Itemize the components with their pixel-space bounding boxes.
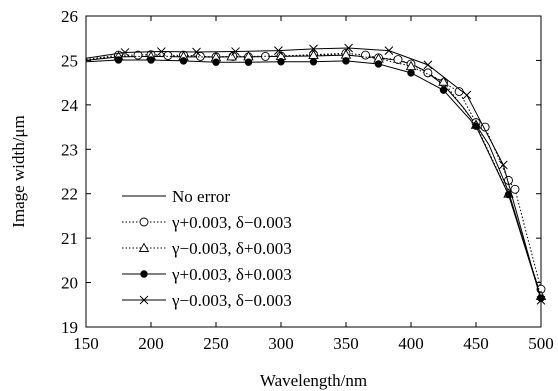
data-point-stroke: [498, 160, 508, 170]
data-point-stroke: [536, 295, 546, 305]
data-point: [309, 58, 318, 66]
series-line: [85, 47, 542, 301]
data-point-stroke: [139, 295, 149, 305]
legend-entry: No error: [122, 187, 230, 206]
data-point: [147, 56, 155, 64]
data-point: [140, 270, 148, 278]
x-tick-label: 150: [73, 334, 99, 353]
legend: No error γ+0.003, δ−0.003 γ−0.003, δ+0.003…: [122, 187, 292, 310]
data-point-stroke: [384, 46, 394, 56]
data-point-stroke: [423, 60, 433, 70]
data-point: [212, 58, 220, 66]
data-point: [407, 69, 415, 77]
legend-label: γ+0.003, δ+0.003: [171, 265, 292, 284]
data-point: [179, 57, 188, 65]
legend-entry: γ+0.003, δ−0.003: [122, 213, 292, 232]
y-tick-label: 22: [61, 185, 78, 204]
x-axis-title: Wavelength/nm: [260, 371, 367, 390]
y-axis-title: Image width/μm: [9, 115, 28, 228]
data-point-stroke: [192, 47, 201, 57]
data-point: [226, 51, 237, 61]
data-point-stroke: [157, 47, 166, 56]
legend-label: No error: [172, 187, 230, 206]
x-tick-label: 300: [268, 334, 294, 353]
legend-entry: γ−0.003, δ−0.003: [122, 291, 292, 310]
data-point: [133, 50, 143, 60]
y-tick-label: 20: [61, 274, 78, 293]
x-tick-label: 400: [398, 334, 424, 353]
data-point-stroke: [231, 47, 240, 56]
legend-label: γ−0.003, δ+0.003: [171, 239, 292, 258]
data-point: [309, 44, 318, 54]
x-tick-label: 450: [463, 334, 489, 353]
data-point: [374, 60, 383, 68]
y-tick-label: 24: [61, 96, 79, 115]
data-point: [423, 68, 433, 78]
data-point: [157, 47, 166, 56]
data-point: [536, 295, 546, 305]
legend-label: γ+0.003, δ−0.003: [171, 213, 292, 232]
series-1: [85, 54, 542, 297]
data-point-stroke: [274, 46, 283, 56]
series-2: [85, 48, 546, 294]
data-point: [537, 294, 545, 302]
data-point: [138, 242, 150, 252]
data-point-stroke: [462, 90, 472, 100]
legend-entry: γ−0.003, δ+0.003: [122, 239, 292, 258]
data-point: [472, 122, 480, 130]
data-point: [393, 55, 403, 64]
data-point: [344, 43, 353, 53]
data-point: [498, 160, 508, 170]
series-line: [85, 52, 542, 290]
legend-label: γ−0.003, δ−0.003: [171, 291, 292, 310]
data-point: [361, 50, 370, 60]
series-3: [85, 49, 547, 300]
series-line: [85, 59, 542, 299]
data-point: [274, 46, 283, 56]
data-point: [244, 58, 253, 66]
legend-entry: γ+0.003, δ+0.003: [122, 265, 292, 284]
y-tick-label: 21: [61, 229, 78, 248]
data-point: [438, 76, 449, 86]
data-point: [384, 46, 394, 56]
data-point: [114, 56, 123, 64]
series-line: [85, 54, 542, 297]
series-5: [85, 43, 546, 305]
data-point: [192, 47, 201, 57]
data-point: [277, 58, 285, 66]
data-point-stroke: [120, 48, 130, 57]
plot-frame: [85, 15, 542, 328]
data-point: [342, 57, 350, 65]
plot-area: [85, 15, 542, 328]
data-point: [510, 184, 520, 194]
data-point: [139, 217, 149, 227]
x-tick-label: 250: [203, 334, 229, 353]
data-point: [139, 295, 149, 305]
data-point: [439, 86, 448, 94]
axis-ticks: 150 200 250 300 350 400 450 500 19 20 21 22 23 24 25 26: [61, 7, 554, 353]
data-point: [120, 48, 130, 57]
y-tick-label: 26: [61, 7, 78, 26]
y-tick-label: 23: [61, 140, 78, 159]
data-point: [231, 47, 240, 56]
series-line: [85, 54, 542, 297]
x-tick-label: 500: [528, 334, 554, 353]
data-point: [462, 90, 472, 100]
x-tick-label: 200: [138, 334, 164, 353]
data-point-stroke: [309, 44, 318, 54]
series-lines: [85, 43, 547, 305]
y-tick-label: 19: [61, 318, 78, 337]
series-4: [85, 56, 545, 302]
y-tick-label: 25: [61, 51, 78, 70]
data-point: [423, 60, 433, 70]
data-point-stroke: [344, 43, 353, 53]
x-tick-label: 350: [333, 334, 359, 353]
